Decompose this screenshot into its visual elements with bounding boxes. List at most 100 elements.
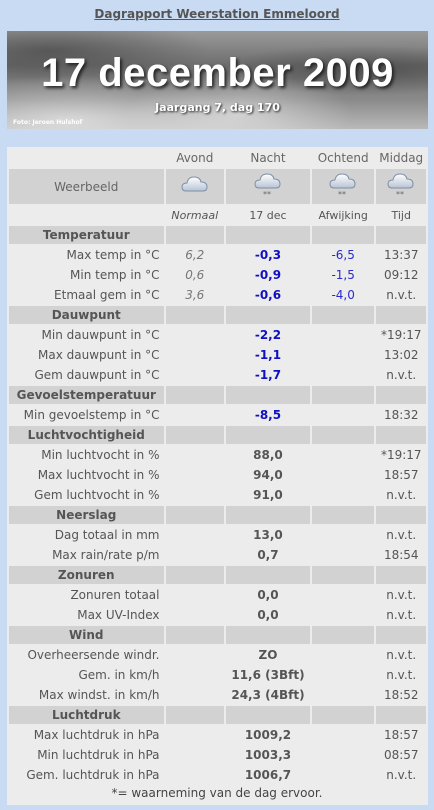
table-row: Min luchtvocht in % 88,0 *19:17 <box>9 446 426 464</box>
photo-credit: Foto: Jeroen Hulshof <box>13 119 83 126</box>
col-tijd: Tijd <box>391 208 411 222</box>
deviation-value <box>312 606 375 624</box>
time-value: n.v.t. <box>386 368 417 382</box>
header-empty <box>9 149 164 167</box>
section-cell <box>376 306 426 324</box>
row-label: Min dauwpunt in °C <box>41 328 160 342</box>
deviation-value <box>312 406 375 424</box>
measured-value: 24,3 (4Bft) <box>231 688 305 702</box>
normal-value <box>166 466 225 484</box>
deviation-value <box>312 666 375 684</box>
table-row: Zonuren totaal 0,0 n.v.t. <box>9 586 426 604</box>
banner-date: 17 december 2009 <box>41 51 394 95</box>
row-label: Overheersende windr. <box>27 648 160 662</box>
time-value: *19:17 <box>380 328 422 342</box>
col-afwijking: Afwijking <box>318 208 368 222</box>
snow-cloud-icon: ** <box>328 171 358 199</box>
section-title: Luchtdruk <box>9 706 164 724</box>
section-cell <box>376 426 426 444</box>
col-normaal: Normaal <box>171 208 219 222</box>
row-label: Max luchtvocht in % <box>37 468 160 482</box>
deviation-value: -6,5 <box>331 248 355 262</box>
section-header: Dauwpunt <box>9 306 426 324</box>
table-row: Gem. luchtdruk in hPa 1006,7 n.v.t. <box>9 766 426 784</box>
time-value: n.v.t. <box>386 668 417 682</box>
measured-value: 1006,7 <box>244 768 292 782</box>
time-value: 18:57 <box>383 728 419 742</box>
col-avond: Avond <box>176 151 214 165</box>
section-header: Gevoelstemperatuur <box>9 386 426 404</box>
deviation-value <box>312 526 375 544</box>
section-cell <box>311 626 375 644</box>
col-nacht: Nacht <box>250 151 286 165</box>
row-label: Min temp in °C <box>70 268 160 282</box>
deviation-value: -1,5 <box>331 268 355 282</box>
section-cell <box>376 506 426 524</box>
measured-value: 88,0 <box>253 448 283 462</box>
section-cell <box>165 426 225 444</box>
time-value: *19:17 <box>380 448 422 462</box>
normal-value <box>166 546 225 564</box>
section-cell <box>226 566 310 584</box>
column-header-row: Avond Nacht Ochtend Middag <box>9 149 426 167</box>
time-value: n.v.t. <box>386 648 417 662</box>
measured-value: 0,7 <box>257 548 279 562</box>
normal-value <box>166 606 225 624</box>
row-label: Gem luchtvocht in % <box>34 488 160 502</box>
weather-icon-ochtend: ** <box>311 169 375 204</box>
row-label: Min luchtvocht in % <box>41 448 160 462</box>
section-cell <box>311 706 375 724</box>
time-value: 18:54 <box>383 548 419 562</box>
table-row: Min temp in °C 0,6 -0,9 -1,5 09:12 <box>9 266 426 284</box>
deviation-value: -4,0 <box>331 288 355 302</box>
section-cell <box>165 386 225 404</box>
table-row: Min gevoelstemp in °C -8,5 18:32 <box>9 406 426 424</box>
normal-value <box>166 666 225 684</box>
row-label: Etmaal gem in °C <box>54 288 160 302</box>
row-label: Max UV-Index <box>77 608 160 622</box>
time-value: 18:32 <box>383 408 419 422</box>
normal-value <box>166 486 225 504</box>
table-row: Max dauwpunt in °C -1,1 13:02 <box>9 346 426 364</box>
section-header: Zonuren <box>9 566 426 584</box>
measured-value: -0,9 <box>254 268 282 282</box>
measured-value: -1,7 <box>254 368 282 382</box>
deviation-value <box>312 726 375 744</box>
weather-icon-middag: ** <box>376 169 426 204</box>
measured-value: -0,6 <box>254 288 282 302</box>
svg-text:**: ** <box>396 190 404 199</box>
row-label: Max windst. in km/h <box>38 688 160 702</box>
deviation-value <box>312 746 375 764</box>
section-cell <box>165 226 225 244</box>
section-cell <box>376 566 426 584</box>
deviation-value <box>312 546 375 564</box>
time-value: 08:57 <box>383 748 419 762</box>
measured-value: 0,0 <box>257 608 279 622</box>
subheader-empty <box>9 206 164 224</box>
cloud-icon <box>180 171 210 199</box>
normal-value <box>166 646 225 664</box>
measured-value: -2,2 <box>254 328 282 342</box>
section-header: Wind <box>9 626 426 644</box>
section-cell <box>311 306 375 324</box>
deviation-value <box>312 366 375 384</box>
section-cell <box>376 706 426 724</box>
snow-photo <box>7 31 428 129</box>
normal-value: 3,6 <box>185 288 205 302</box>
snow-cloud-icon: ** <box>253 171 283 199</box>
section-cell <box>311 386 375 404</box>
normal-value <box>166 766 225 784</box>
section-title: Zonuren <box>9 566 164 584</box>
time-value: n.v.t. <box>386 588 417 602</box>
col-ochtend: Ochtend <box>317 151 369 165</box>
time-value: n.v.t. <box>386 608 417 622</box>
row-label: Gem. in km/h <box>78 668 160 682</box>
section-cell <box>226 306 310 324</box>
measured-value: 0,0 <box>257 588 279 602</box>
row-label: Gem dauwpunt in °C <box>34 368 160 382</box>
measured-value: -1,1 <box>254 348 282 362</box>
section-cell <box>226 626 310 644</box>
section-cell <box>165 626 225 644</box>
table-row: Max windst. in km/h 24,3 (4Bft) 18:52 <box>9 686 426 704</box>
subheader-row: Normaal 17 dec Afwijking Tijd <box>9 206 426 224</box>
